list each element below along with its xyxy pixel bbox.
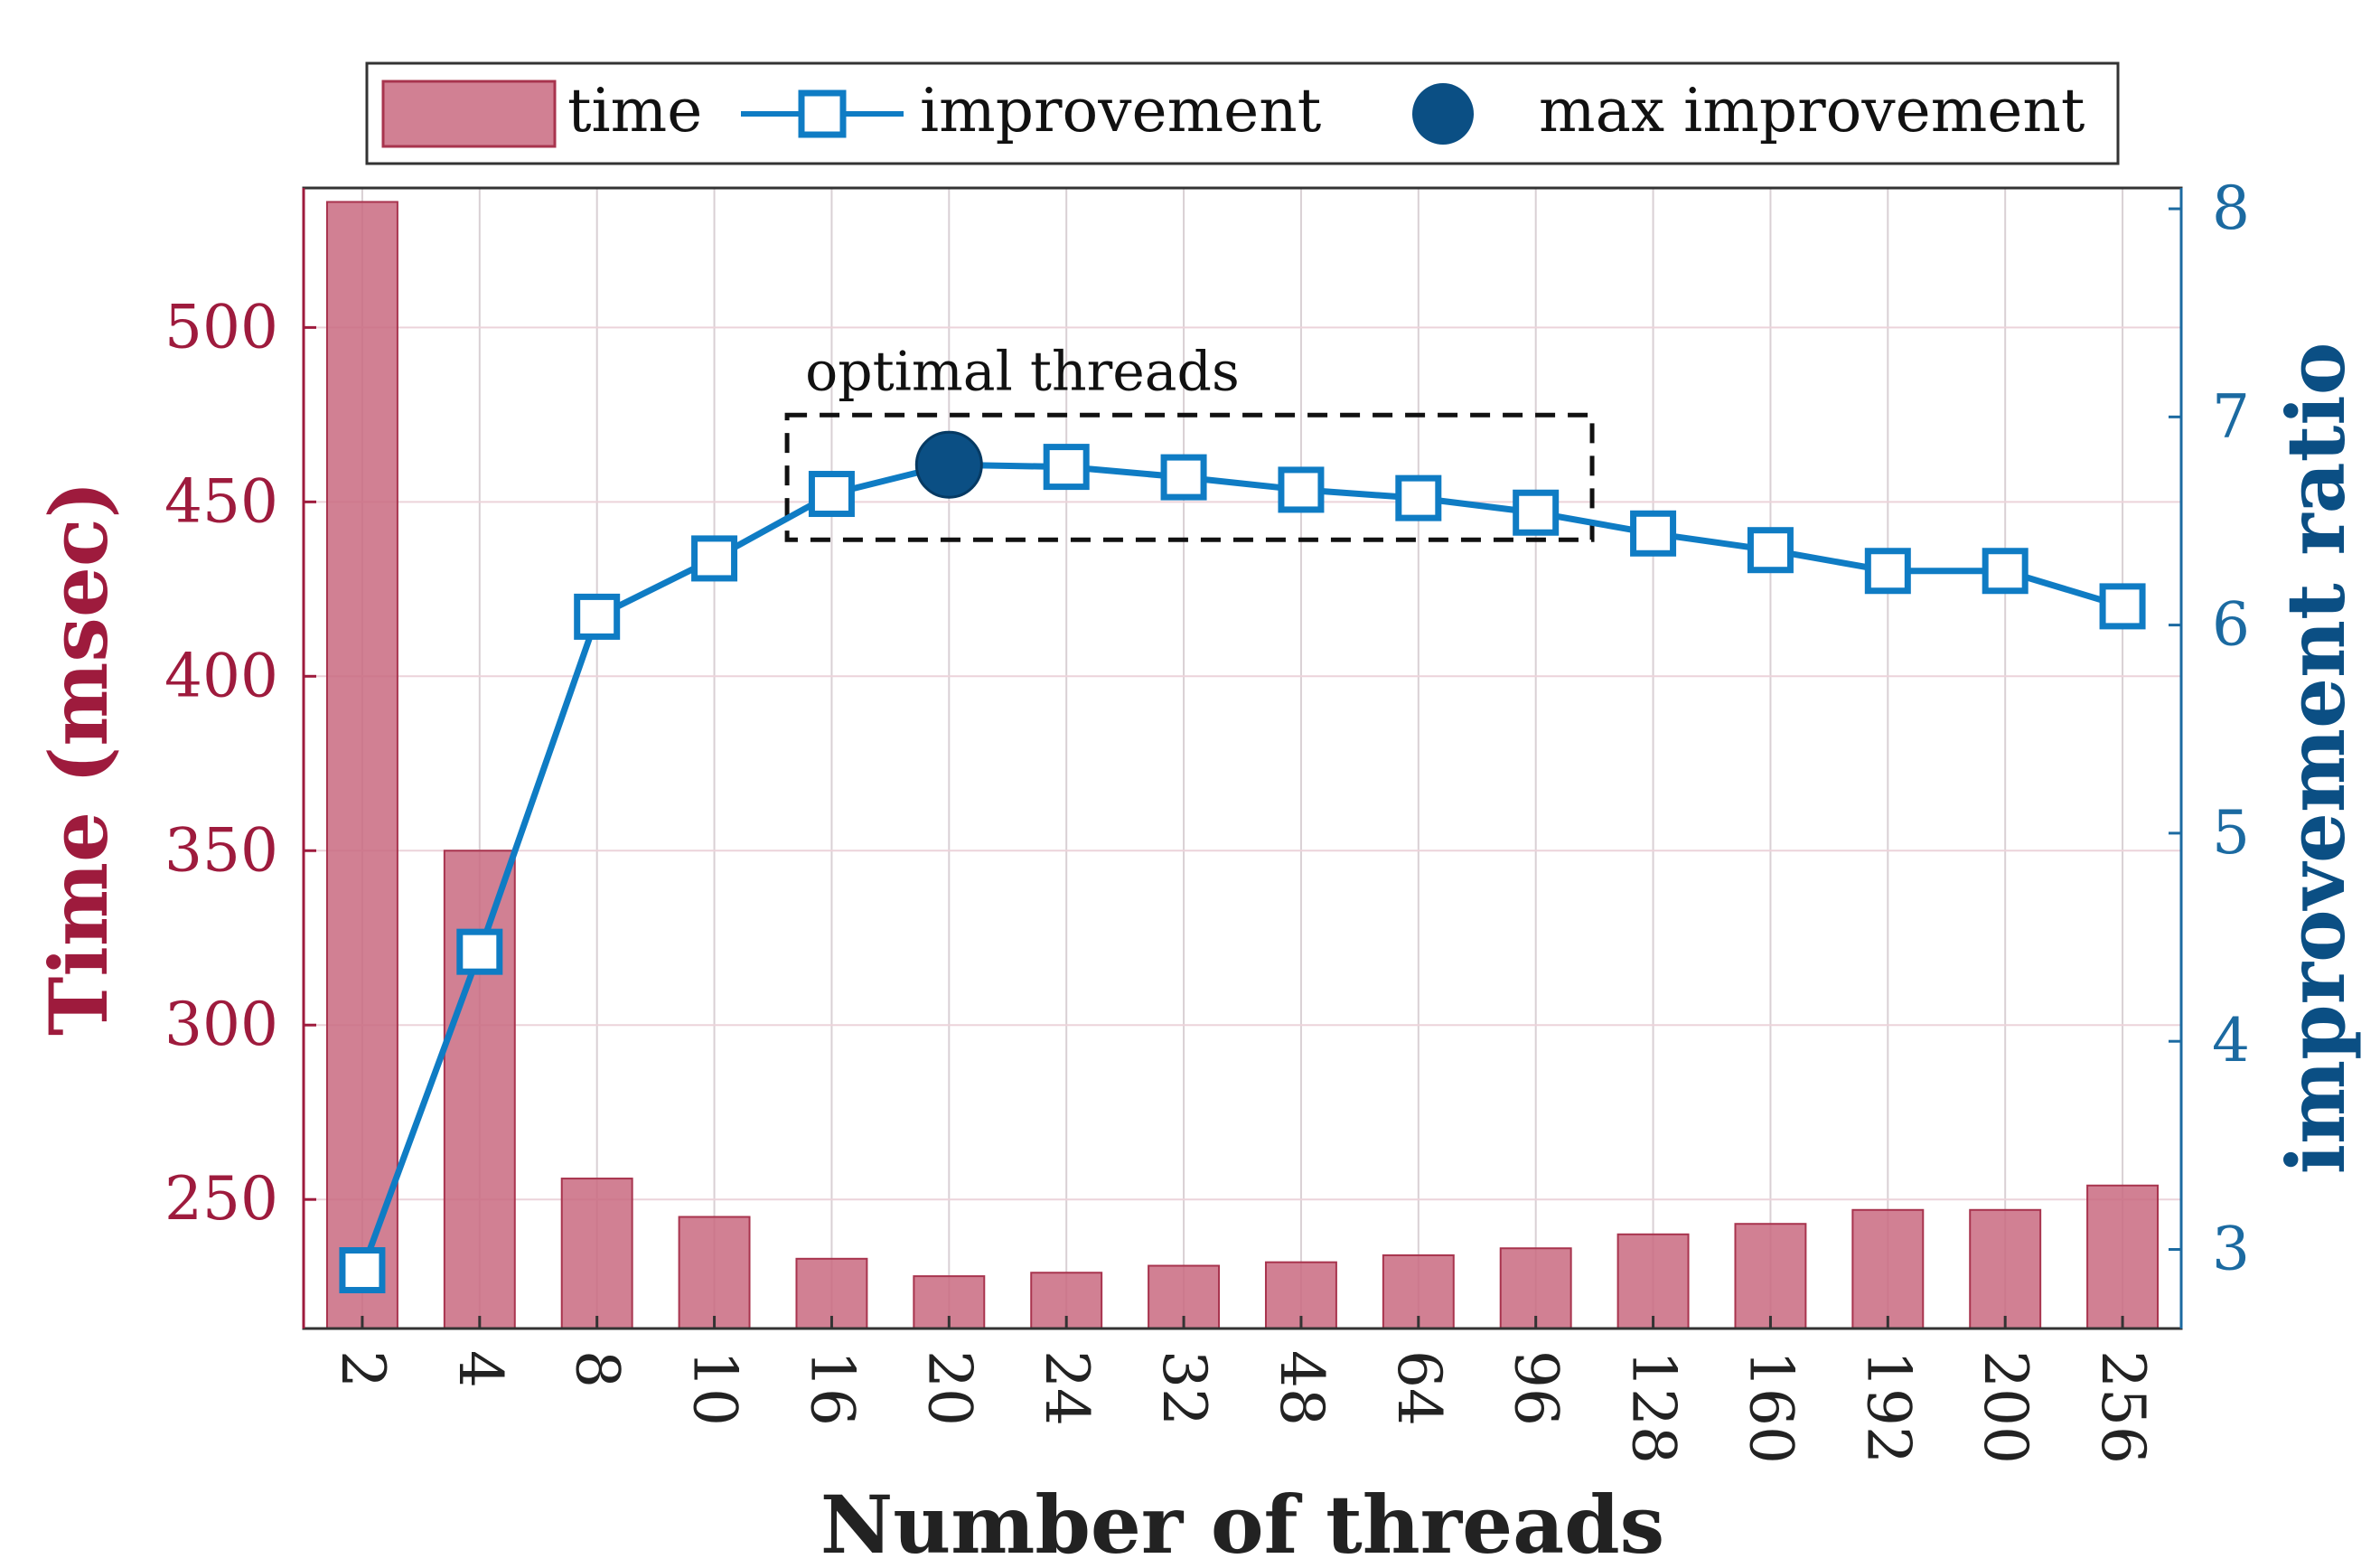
- y-axis-title: Time (msec): [32, 481, 126, 1036]
- y2-tick-label: 3: [2212, 1214, 2250, 1283]
- improvement-point-96: [1513, 489, 1560, 536]
- legend-box: [365, 61, 2120, 165]
- legend-max-improvement-marker: [1412, 83, 1474, 145]
- x-tick-label: 160: [1736, 1350, 1805, 1464]
- x-tick-label: 64: [1384, 1350, 1454, 1426]
- improvement-point-128: [1630, 510, 1677, 557]
- bar-time-256: [2086, 1184, 2160, 1329]
- legend-time-swatch: [381, 80, 557, 148]
- bar-time-128: [1616, 1233, 1690, 1330]
- improvement-point-32: [1160, 454, 1207, 501]
- bar-time-2: [325, 201, 398, 1330]
- improvement-polyline: [359, 461, 2124, 1272]
- y2-axis-title: improvement ratio: [2269, 343, 2363, 1175]
- improvement-point-10: [691, 535, 738, 582]
- bar-time-96: [1499, 1247, 1572, 1329]
- x-tick-label: 16: [797, 1350, 867, 1426]
- improvement-point-16: [808, 471, 855, 518]
- improvement-point-200: [1982, 548, 2029, 595]
- y-tick-label: 500: [164, 292, 278, 361]
- y-tick-label: 400: [164, 641, 278, 710]
- y2-tick-label: 8: [2212, 174, 2250, 243]
- plot-frame: [302, 186, 2183, 1330]
- improvement-line: [339, 430, 2146, 1294]
- bar-time-192: [1851, 1208, 1925, 1329]
- optimal-threads-label: optimal threads: [805, 340, 1240, 403]
- x-tick-label: 10: [680, 1350, 750, 1426]
- x-tick-label: 8: [563, 1350, 632, 1388]
- y-tick-label: 450: [164, 466, 278, 536]
- y2-tick-label: 7: [2212, 381, 2250, 451]
- optimal-threads-annotation: optimal threads: [784, 340, 1595, 542]
- bar-time-200: [1969, 1208, 2042, 1329]
- x-tick-label: 4: [445, 1350, 515, 1388]
- max-improvement-point: [914, 430, 983, 499]
- bar-time-160: [1734, 1223, 1807, 1330]
- improvement-point-24: [1043, 444, 1090, 491]
- x-tick-label: 32: [1149, 1350, 1219, 1426]
- improvement-point-64: [1395, 474, 1442, 521]
- x-tick-label: 200: [1971, 1350, 2040, 1464]
- x-axis-title: Number of threads: [820, 1478, 1664, 1568]
- x-tick-label: 2: [328, 1350, 398, 1388]
- x-tick-label: 96: [1502, 1350, 1571, 1426]
- x-tick-label: 20: [914, 1350, 984, 1426]
- x-tick-label: 192: [1853, 1350, 1923, 1464]
- plot-area: [304, 188, 2181, 1329]
- bar-time-4: [443, 850, 516, 1329]
- x-tick-label: 48: [1267, 1350, 1336, 1426]
- legend-improvement-label: improvement: [920, 76, 1321, 146]
- x-tick-label: 256: [2088, 1350, 2158, 1464]
- bar-time-8: [560, 1178, 633, 1330]
- time-bars: [325, 201, 2160, 1330]
- improvement-point-256: [2099, 583, 2146, 630]
- y2-tick-label: 4: [2212, 1006, 2250, 1075]
- legend-improvement-marker: [798, 89, 847, 138]
- optimal-threads-box: [784, 412, 1595, 542]
- legend: time improvement max improvement: [365, 61, 2120, 165]
- bar-time-10: [678, 1216, 751, 1330]
- improvement-point-4: [456, 928, 503, 975]
- grid-lines: [304, 188, 2181, 1329]
- improvement-point-160: [1747, 527, 1794, 574]
- y2-tick-label: 5: [2212, 798, 2250, 868]
- y-tick-label: 250: [164, 1164, 278, 1234]
- improvement-point-48: [1278, 466, 1325, 513]
- y2-tick-label: 6: [2212, 590, 2250, 660]
- y-tick-label: 300: [164, 990, 278, 1059]
- y-tick-label: 350: [164, 815, 278, 885]
- improvement-point-2: [339, 1247, 386, 1294]
- x-tick-label: 24: [1032, 1350, 1101, 1426]
- improvement-point-8: [574, 593, 621, 640]
- x-tick-label: 128: [1619, 1350, 1689, 1464]
- improvement-point-192: [1864, 548, 1911, 595]
- legend-max-improvement-label: max improvement: [1539, 76, 2085, 146]
- legend-time-label: time: [567, 76, 702, 146]
